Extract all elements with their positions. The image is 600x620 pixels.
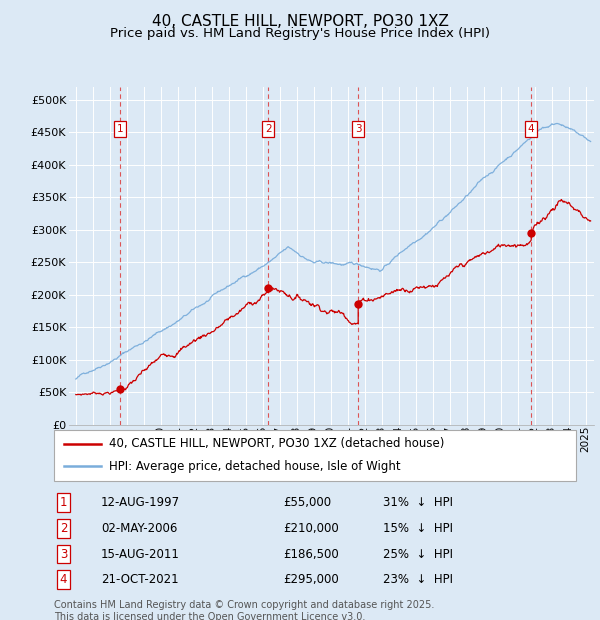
Text: £210,000: £210,000 (284, 522, 340, 535)
Text: 1: 1 (59, 496, 67, 509)
Text: 1: 1 (117, 124, 124, 134)
Text: Contains HM Land Registry data © Crown copyright and database right 2025.
This d: Contains HM Land Registry data © Crown c… (54, 600, 434, 620)
Text: 12-AUG-1997: 12-AUG-1997 (101, 496, 180, 509)
Text: Price paid vs. HM Land Registry's House Price Index (HPI): Price paid vs. HM Land Registry's House … (110, 27, 490, 40)
Text: 15%  ↓  HPI: 15% ↓ HPI (383, 522, 453, 535)
Text: 40, CASTLE HILL, NEWPORT, PO30 1XZ (detached house): 40, CASTLE HILL, NEWPORT, PO30 1XZ (deta… (109, 437, 444, 450)
Text: HPI: Average price, detached house, Isle of Wight: HPI: Average price, detached house, Isle… (109, 460, 400, 473)
Text: £295,000: £295,000 (284, 574, 340, 586)
Text: 25%  ↓  HPI: 25% ↓ HPI (383, 547, 453, 560)
Text: 15-AUG-2011: 15-AUG-2011 (101, 547, 180, 560)
Text: £186,500: £186,500 (284, 547, 340, 560)
Text: 3: 3 (60, 547, 67, 560)
Text: 2: 2 (59, 522, 67, 535)
FancyBboxPatch shape (54, 430, 576, 480)
Text: 2: 2 (265, 124, 272, 134)
Text: £55,000: £55,000 (284, 496, 332, 509)
Text: 4: 4 (528, 124, 535, 134)
Text: 3: 3 (355, 124, 362, 134)
Text: 4: 4 (59, 574, 67, 586)
Text: 02-MAY-2006: 02-MAY-2006 (101, 522, 178, 535)
Text: 31%  ↓  HPI: 31% ↓ HPI (383, 496, 453, 509)
Text: 40, CASTLE HILL, NEWPORT, PO30 1XZ: 40, CASTLE HILL, NEWPORT, PO30 1XZ (152, 14, 448, 29)
Text: 23%  ↓  HPI: 23% ↓ HPI (383, 574, 453, 586)
Text: 21-OCT-2021: 21-OCT-2021 (101, 574, 179, 586)
